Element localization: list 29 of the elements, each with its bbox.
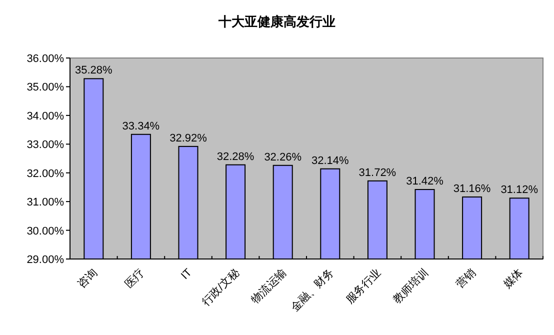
data-label: 31.12% — [500, 184, 538, 196]
y-tick-label: 33.00% — [26, 139, 64, 152]
data-label: 32.14% — [311, 154, 350, 167]
chart-title: 十大亚健康高发行业 — [218, 14, 336, 29]
data-label: 35.28% — [74, 64, 113, 77]
data-label: 31.16% — [453, 182, 491, 195]
y-tick-label: 32.00% — [26, 168, 64, 180]
data-label: 31.42% — [406, 176, 444, 188]
x-tick-label: 教师培训 — [390, 266, 431, 306]
y-tick-label: 30.00% — [26, 225, 64, 238]
x-tick-label: 媒体 — [501, 266, 526, 291]
x-tick-label: IT — [178, 266, 195, 282]
y-tick-label: 29.00% — [26, 254, 64, 266]
x-tick-label: 金融、财务 — [288, 266, 336, 314]
y-tick-label: 34.00% — [26, 110, 64, 122]
x-tick-label: 营销 — [453, 266, 478, 291]
data-label: 32.26% — [264, 151, 302, 164]
data-label: 32.92% — [170, 132, 208, 144]
y-tick-label: 35.00% — [26, 82, 64, 94]
data-label: 33.34% — [122, 120, 160, 132]
x-tick-label: 服务行业 — [343, 266, 384, 306]
y-tick-label: 36.00% — [26, 53, 64, 65]
x-tick-label: 物流运输 — [248, 266, 289, 306]
x-tick-label: 行政/文秘 — [199, 266, 242, 308]
y-tick-label: 31.00% — [26, 196, 64, 209]
data-label: 31.72% — [358, 166, 396, 179]
x-tick-label: 医疗 — [122, 266, 148, 291]
data-label: 32.28% — [216, 150, 254, 163]
x-tick-label: 咨询 — [76, 266, 100, 291]
